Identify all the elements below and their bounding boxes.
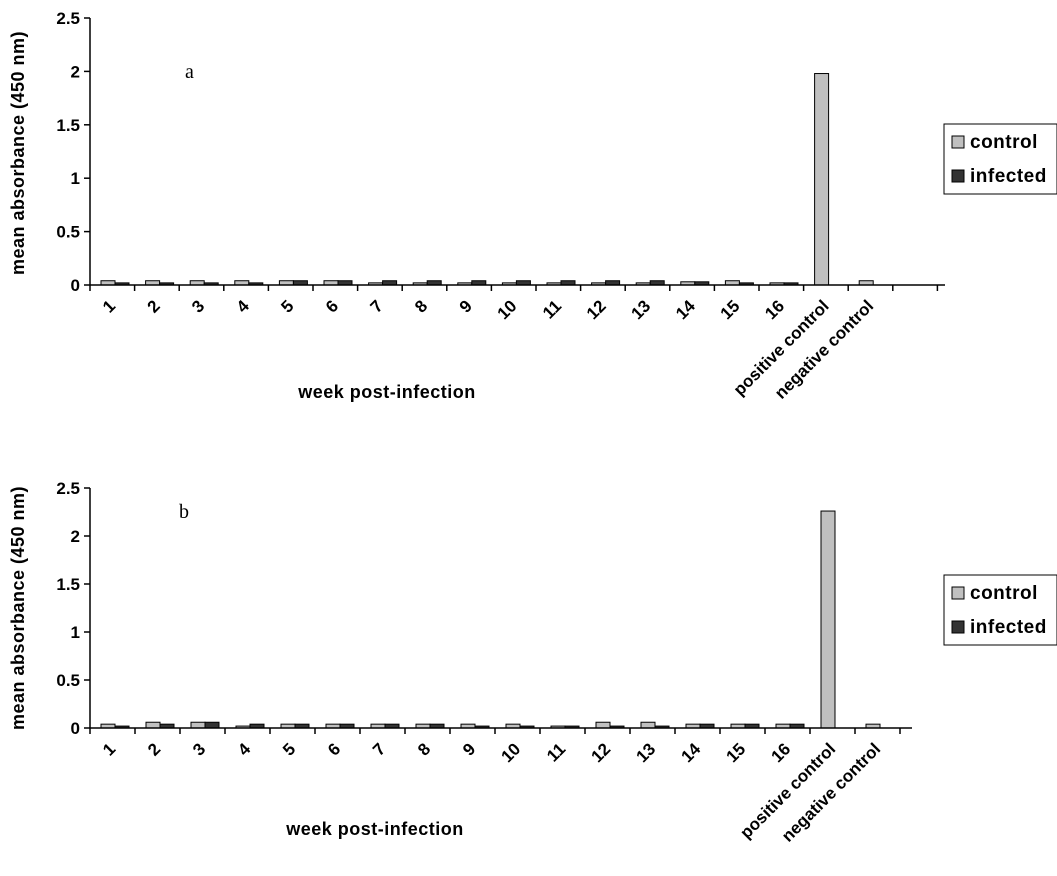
legend: control infected (943, 123, 1057, 195)
x-category-label: 13 (633, 739, 660, 766)
x-category-label: 2 (144, 739, 164, 759)
x-category-label: 2 (144, 296, 164, 316)
legend-label-control: control (970, 132, 1038, 153)
y-axis-title: mean absorbance (450 nm) (8, 31, 28, 275)
x-category-label: 11 (543, 739, 569, 765)
bar-control-12 (595, 721, 611, 729)
x-category-label: 8 (414, 739, 434, 759)
x-category-label: 14 (672, 296, 699, 323)
legend-swatch-infected (951, 169, 965, 183)
chart-b-svg: 00.511.522.51 2 3 4 5 6 7 8 9 10 11 12 13 14 15 16posit… (8, 479, 1057, 846)
bar-control-17 (820, 510, 836, 729)
legend-swatch-control (951, 135, 965, 149)
x-category-label: 11 (539, 296, 565, 322)
bar-control-2 (145, 721, 161, 729)
x-category-label: 9 (459, 739, 479, 759)
x-category-label: 10 (494, 296, 521, 323)
x-category-label: 12 (583, 296, 610, 323)
x-category-label: 9 (456, 296, 476, 316)
y-tick-label: 0.5 (56, 671, 80, 690)
y-tick-label: 2 (71, 527, 80, 546)
x-category-label: 6 (324, 739, 344, 759)
x-category-label: 1 (99, 296, 119, 316)
bar-control-13 (640, 721, 656, 729)
x-category-label: 4 (233, 296, 254, 317)
legend: control infected (943, 574, 1057, 646)
bar-infected-3 (204, 721, 220, 729)
y-axis-title: mean absorbance (450 nm) (8, 486, 28, 730)
legend-swatch-infected (951, 620, 965, 634)
bar-control-17 (814, 73, 830, 286)
x-category-label: 10 (498, 739, 525, 766)
legend-label-infected: infected (970, 617, 1047, 638)
legend-label-control: control (970, 583, 1038, 604)
x-category-label: 8 (411, 296, 431, 316)
x-category-label: 14 (678, 739, 705, 766)
x-axis-title: week post-infection (297, 382, 476, 402)
x-category-label: 16 (761, 296, 788, 323)
panel-letter: b (179, 501, 189, 523)
y-tick-label: 2 (71, 62, 80, 81)
y-tick-label: 0 (71, 719, 80, 738)
x-category-label: 7 (369, 739, 389, 759)
bars-group (100, 73, 874, 286)
x-category-label: 6 (322, 296, 342, 316)
panel-letter: a (185, 61, 194, 83)
chart-a-svg: 00.511.522.51 2 3 4 5 6 7 8 9 10 11 12 13 14 15 16posit… (8, 9, 1057, 403)
x-category-label: 15 (717, 296, 744, 323)
x-axis-title: week post-infection (285, 819, 464, 839)
x-category-label: 13 (628, 296, 655, 323)
x-category-label: 1 (99, 739, 119, 759)
legend-swatch-control (951, 586, 965, 600)
y-tick-label: 2.5 (56, 479, 80, 498)
x-category-label: 3 (188, 296, 208, 316)
y-tick-label: 1.5 (56, 575, 80, 594)
chart-panel-b: 0 0.5 1 1.5 2 2.5 1 2 3 4 5 6 7 8 9 10 11 12 13 14 15 16 posit… (0, 438, 1057, 876)
legend-label-infected: infected (970, 166, 1047, 187)
x-category-label: 12 (588, 739, 615, 766)
y-tick-label: 0 (71, 276, 80, 295)
y-tick-label: 0.5 (56, 223, 80, 242)
bar-control-3 (190, 721, 206, 729)
y-tick-label: 1 (71, 623, 80, 642)
x-category-label: 16 (768, 739, 795, 766)
x-category-label: 15 (723, 739, 750, 766)
bars-group (100, 510, 881, 729)
y-tick-label: 1 (71, 169, 80, 188)
y-tick-label: 1.5 (56, 116, 80, 135)
y-tick-label: 2.5 (56, 9, 80, 28)
x-category-label: 5 (279, 739, 299, 759)
x-category-label: 7 (367, 296, 387, 316)
x-category-label: 4 (234, 739, 255, 760)
x-category-label: 3 (189, 739, 209, 759)
x-category-label: 5 (277, 296, 297, 316)
chart-panel-a: 0 0.5 1 1.5 2 2.5 1 2 3 4 5 6 7 8 9 10 11 12 13 14 15 16 posit… (8, 9, 1057, 403)
